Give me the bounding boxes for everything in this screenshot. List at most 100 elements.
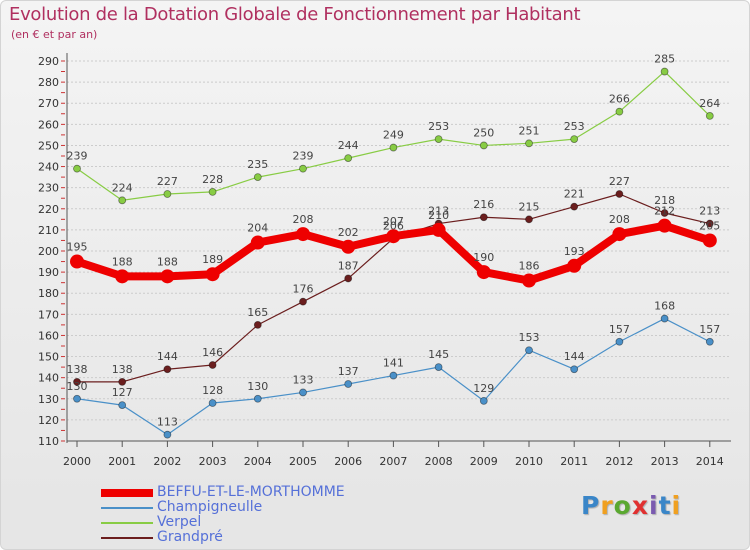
chart-title: Evolution de la Dotation Globale de Fonc… xyxy=(9,4,581,25)
y-tick-label: 170 xyxy=(38,308,59,321)
y-tick-label: 260 xyxy=(38,118,59,131)
logo-letter: i xyxy=(649,491,659,520)
data-point-verpel xyxy=(118,196,127,205)
data-point-champigneulle xyxy=(615,337,624,346)
x-tick-label: 2004 xyxy=(244,455,272,468)
data-point-beffu-et-le-morthomme xyxy=(70,254,84,269)
legend-swatch-champigneulle xyxy=(101,507,153,509)
data-label-beffu-et-le-morthomme: 204 xyxy=(247,222,268,235)
y-tick-label: 190 xyxy=(38,266,59,279)
data-label-verpel: 227 xyxy=(157,175,178,188)
x-tick-label: 2001 xyxy=(108,455,136,468)
logo-letter: o xyxy=(613,491,632,520)
data-label-beffu-et-le-morthomme: 188 xyxy=(112,255,133,268)
legend-item-verpel: Verpel xyxy=(101,515,421,530)
x-tick-label: 2007 xyxy=(379,455,407,468)
data-point-grandpre xyxy=(479,213,488,222)
data-point-beffu-et-le-morthomme xyxy=(476,265,491,280)
data-label-verpel: 235 xyxy=(247,158,268,171)
data-point-grandpre xyxy=(615,190,624,198)
data-label-verpel: 264 xyxy=(699,97,720,110)
data-label-beffu-et-le-morthomme: 190 xyxy=(473,251,494,264)
data-point-champigneulle xyxy=(434,363,443,372)
data-point-champigneulle xyxy=(299,388,307,397)
data-label-grandpre: 138 xyxy=(67,363,88,376)
data-label-grandpre: 187 xyxy=(338,259,359,272)
data-point-grandpre xyxy=(163,365,172,374)
data-point-verpel xyxy=(705,111,714,120)
data-label-beffu-et-le-morthomme: 193 xyxy=(564,245,585,258)
data-point-beffu-et-le-morthomme xyxy=(612,227,627,242)
data-point-beffu-et-le-morthomme xyxy=(657,218,672,233)
data-point-beffu-et-le-morthomme xyxy=(341,239,356,254)
data-point-grandpre xyxy=(705,219,714,228)
data-label-beffu-et-le-morthomme: 208 xyxy=(609,213,630,226)
legend-item-champigneulle: Champigneulle xyxy=(101,500,421,515)
data-point-verpel xyxy=(344,154,353,163)
data-label-verpel: 253 xyxy=(564,120,585,133)
data-point-grandpre xyxy=(525,215,533,224)
data-label-verpel: 239 xyxy=(293,150,314,163)
data-point-champigneulle xyxy=(389,371,398,380)
x-tick-label: 2009 xyxy=(470,455,498,468)
data-point-verpel xyxy=(389,143,398,152)
data-label-champigneulle: 133 xyxy=(293,373,314,386)
data-point-beffu-et-le-morthomme xyxy=(296,227,310,242)
x-tick-label: 2002 xyxy=(153,455,181,468)
data-point-grandpre xyxy=(299,297,307,306)
x-tick-label: 2010 xyxy=(515,455,543,468)
data-label-verpel: 224 xyxy=(112,181,133,194)
legend-swatch-verpel xyxy=(101,522,153,524)
data-label-grandpre: 165 xyxy=(247,306,268,319)
data-label-champigneulle: 113 xyxy=(157,416,178,429)
data-point-beffu-et-le-morthomme xyxy=(567,258,582,273)
legend-label-grandpre: Grandpré xyxy=(157,529,223,545)
data-point-champigneulle xyxy=(118,401,127,410)
logo-letter: x xyxy=(631,491,649,520)
data-label-champigneulle: 153 xyxy=(519,331,540,344)
data-point-beffu-et-le-morthomme xyxy=(160,269,175,284)
y-tick-label: 120 xyxy=(38,414,59,427)
data-label-verpel: 251 xyxy=(519,124,540,137)
data-label-verpel: 228 xyxy=(202,173,223,186)
data-point-champigneulle xyxy=(570,365,579,374)
data-point-champigneulle xyxy=(163,430,172,439)
data-label-verpel: 249 xyxy=(383,129,404,142)
data-label-grandpre: 146 xyxy=(202,346,223,359)
data-label-grandpre: 221 xyxy=(564,188,585,201)
x-tick-label: 2013 xyxy=(651,455,679,468)
y-tick-label: 280 xyxy=(38,76,59,89)
data-label-champigneulle: 130 xyxy=(67,380,88,393)
data-point-champigneulle xyxy=(253,394,262,403)
y-tick-label: 240 xyxy=(38,161,59,174)
legend: BEFFU-ET-LE-MORTHOMME Champigneulle Verp… xyxy=(101,485,421,545)
data-label-grandpre: 213 xyxy=(428,205,449,218)
data-point-champigneulle xyxy=(660,314,669,323)
data-point-verpel xyxy=(253,173,262,182)
data-point-beffu-et-le-morthomme xyxy=(431,222,446,237)
data-label-champigneulle: 157 xyxy=(699,323,720,336)
data-label-beffu-et-le-morthomme: 205 xyxy=(699,219,720,232)
legend-label-beffu: BEFFU-ET-LE-MORTHOMME xyxy=(157,484,345,500)
data-point-beffu-et-le-morthomme xyxy=(386,229,401,244)
data-label-champigneulle: 141 xyxy=(383,357,404,370)
data-point-beffu-et-le-morthomme xyxy=(115,269,130,284)
data-point-verpel xyxy=(479,141,488,150)
x-tick-label: 2012 xyxy=(605,455,633,468)
data-point-verpel xyxy=(208,187,217,196)
data-label-champigneulle: 144 xyxy=(564,350,585,363)
y-tick-label: 290 xyxy=(38,55,59,68)
data-point-champigneulle xyxy=(208,399,217,407)
data-label-grandpre: 218 xyxy=(654,194,675,207)
data-point-grandpre xyxy=(73,377,81,386)
data-point-grandpre xyxy=(344,274,353,283)
data-label-grandpre: 215 xyxy=(519,200,540,213)
data-label-champigneulle: 128 xyxy=(202,384,223,397)
data-point-champigneulle xyxy=(525,346,533,355)
data-label-beffu-et-le-morthomme: 212 xyxy=(654,205,675,218)
data-point-champigneulle xyxy=(344,380,353,388)
data-point-verpel xyxy=(525,139,533,148)
data-label-beffu-et-le-morthomme: 195 xyxy=(67,241,88,254)
data-label-verpel: 239 xyxy=(67,150,88,163)
